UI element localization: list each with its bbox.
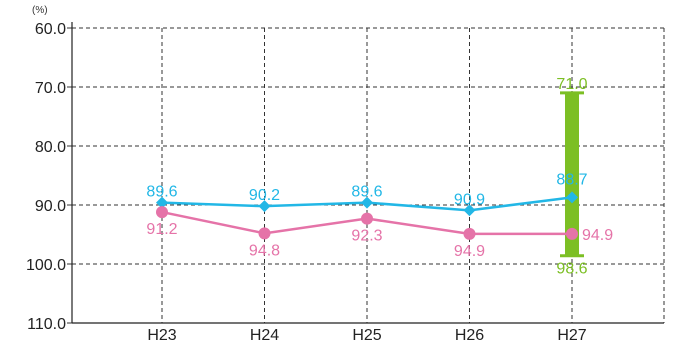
axes <box>67 22 664 324</box>
series-1-point <box>566 191 578 204</box>
series-1-data-label: 90.2 <box>249 187 280 204</box>
series-2-point <box>156 206 168 219</box>
series-2-data-label: 94.8 <box>249 242 280 259</box>
series-1-data-label: 89.6 <box>146 184 177 201</box>
series-2-point <box>258 227 271 240</box>
series-1-point <box>156 196 168 209</box>
y-tick-label: 60.0 <box>35 21 66 38</box>
range-bar-rect <box>565 92 579 256</box>
series-2-data-label: 94.9 <box>454 243 485 260</box>
y-tick-label: 80.0 <box>35 139 66 156</box>
tick-labels: 60.0 70.0 80.0 90.0 100.0 110.0 H23 H24 H25 H26 H2… <box>26 21 587 344</box>
x-tick-label: H26 <box>455 327 484 344</box>
x-tick-label: H25 <box>352 327 381 344</box>
grid-lines <box>72 27 665 323</box>
series-1-data-label: 90.9 <box>454 191 485 208</box>
series-1-point <box>361 196 373 209</box>
series-2-data-label: 94.9 <box>582 227 613 244</box>
series-2-data-label: 92.3 <box>351 228 382 245</box>
data-labels: 71.0 98.6 89.6 90.2 89.6 90.9 88.7 91.2 94.8 92.3… <box>146 76 613 278</box>
x-tick-label: H27 <box>557 327 586 344</box>
series-1-data-label: 89.6 <box>351 184 382 201</box>
series-2-point <box>463 227 476 240</box>
series-group <box>156 191 578 240</box>
y-unit-label: (%) <box>32 5 48 16</box>
range-min-label: 98.6 <box>556 261 587 278</box>
y-tick-label: 100.0 <box>26 257 66 274</box>
y-tick-label: 90.0 <box>35 198 66 215</box>
series-1-point <box>258 200 271 213</box>
x-tick-label: H24 <box>250 327 279 344</box>
series-1-point <box>463 204 476 217</box>
range-bar <box>560 91 584 258</box>
y-tick-label: 70.0 <box>35 80 66 97</box>
series-2-point <box>566 227 578 240</box>
series-2-point <box>361 212 373 225</box>
range-max-label: 71.0 <box>556 76 587 93</box>
series-2-data-label: 91.2 <box>146 221 177 238</box>
x-tick-label: H23 <box>147 327 176 344</box>
y-tick-label: 110.0 <box>27 316 66 333</box>
series-1-data-label: 88.7 <box>556 171 587 188</box>
